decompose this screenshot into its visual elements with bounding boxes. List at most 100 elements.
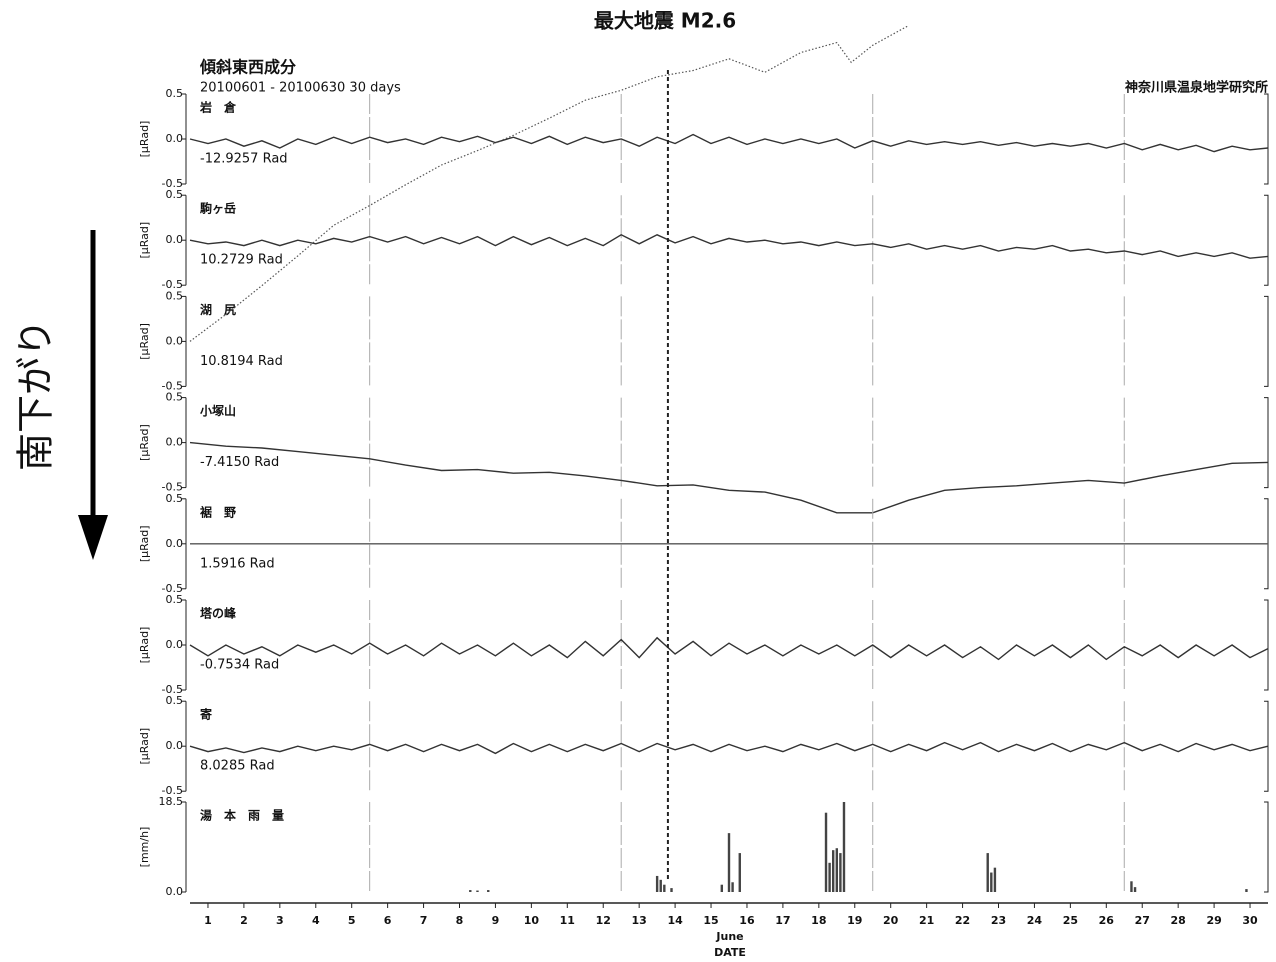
rain-bar: [842, 802, 846, 892]
x-tick-label: 2: [240, 914, 248, 927]
offset-label: 10.2729 Rad: [200, 253, 283, 268]
rain-bar: [476, 890, 479, 892]
tilt-line: [189, 24, 909, 342]
station-name: 塔の峰: [200, 606, 237, 621]
x-tick-label: 20: [883, 914, 899, 927]
y-tick-label: 0.0: [166, 885, 184, 898]
x-tick-label: 25: [1063, 914, 1078, 927]
offset-label: 10.8194 Rad: [200, 354, 283, 369]
y-tick-label: 0.5: [166, 492, 184, 505]
station-name: 寄: [200, 707, 212, 722]
y-tick-label: -0.5: [162, 177, 183, 190]
x-tick-label: 8: [456, 914, 464, 927]
x-tick-label: 9: [492, 914, 500, 927]
y-tick-label: -0.5: [162, 784, 183, 797]
y-axis-label: [μRad]: [138, 323, 151, 360]
x-tick-label: 5: [348, 914, 356, 927]
station-name: 裾 野: [200, 504, 236, 519]
y-tick-label: 0.5: [166, 289, 184, 302]
y-tick-label: -0.5: [162, 278, 183, 291]
tilt-line: [189, 441, 1269, 514]
y-axis-label: [μRad]: [138, 525, 151, 562]
y-tick-label: 0.0: [166, 436, 184, 449]
x-tick-label: 1: [204, 914, 212, 927]
y-tick-label: 0.5: [166, 87, 184, 100]
rain-bar: [986, 853, 989, 892]
y-tick-label: -0.5: [162, 481, 183, 494]
y-tick-label: 0.5: [166, 694, 184, 707]
rain-bar: [1245, 889, 1248, 892]
y-tick-label: 0.5: [166, 188, 184, 201]
right-bracket: [1264, 295, 1269, 387]
subtitle: 傾斜東西成分: [199, 58, 296, 77]
x-tick-label: 15: [703, 914, 718, 927]
x-tick-label: 10: [524, 914, 540, 927]
rain-bar: [469, 890, 472, 892]
x-tick-label: 19: [847, 914, 862, 927]
rain-bar: [839, 853, 842, 892]
tilt-line: [189, 741, 1269, 755]
x-tick-label: 3: [276, 914, 284, 927]
institute: 神奈川県温泉地学研究所: [1125, 80, 1268, 96]
chart-title: 最大地震 M2.6: [594, 9, 736, 33]
y-tick-label: -0.5: [162, 683, 183, 696]
arrow-head: [78, 515, 108, 560]
x-tick-label: 21: [919, 914, 934, 927]
y-axis-label: [μRad]: [138, 424, 151, 461]
annotation: 南下がり: [14, 319, 58, 471]
y-axis-label: [mm/h]: [138, 827, 151, 868]
x-tick-label: 29: [1206, 914, 1221, 927]
right-bracket: [1264, 397, 1269, 489]
y-axis-label: [μRad]: [138, 222, 151, 259]
y-axis-label: [μRad]: [138, 121, 151, 158]
y-tick-label: 0.0: [166, 537, 184, 550]
x-tick-label: 23: [991, 914, 1006, 927]
offset-label: 8.0285 Rad: [200, 759, 275, 774]
y-tick-label: 0.5: [166, 391, 184, 404]
rain-bar: [720, 884, 724, 892]
y-tick-label: 18.5: [159, 795, 184, 808]
y-tick-label: 0.0: [166, 233, 184, 246]
x-tick-label: 6: [384, 914, 392, 927]
x-tick-label: 12: [596, 914, 611, 927]
right-bracket: [1264, 93, 1269, 185]
x-tick-label: 18: [811, 914, 826, 927]
month-label: June: [715, 930, 743, 943]
y-axis-label: [μRad]: [138, 627, 151, 664]
period: 20100601 - 20100630 30 days: [200, 81, 401, 96]
rain-bar: [828, 862, 831, 892]
right-bracket: [1264, 801, 1269, 893]
offset-label: -12.9257 Rad: [200, 152, 288, 167]
offset-label: 1.5916 Rad: [200, 556, 275, 571]
x-tick-label: 16: [739, 914, 755, 927]
rain-bar: [670, 888, 673, 892]
right-bracket: [1264, 599, 1269, 691]
y-tick-label: 0.0: [166, 739, 184, 752]
y-tick-label: 0.0: [166, 132, 184, 145]
rain-bar: [1133, 887, 1137, 892]
y-tick-label: 0.5: [166, 593, 184, 606]
rain-bar: [487, 890, 490, 892]
station-name: 小塚山: [200, 403, 236, 418]
x-tick-label: 17: [775, 914, 790, 927]
y-tick-label: -0.5: [162, 582, 183, 595]
rain-bar: [655, 875, 659, 892]
x-tick-label: 4: [312, 914, 320, 927]
y-tick-label: 0.0: [166, 334, 184, 347]
x-tick-label: 22: [955, 914, 970, 927]
tilt-line: [189, 133, 1269, 153]
station-name: 駒ヶ岳: [200, 201, 236, 216]
rain-bar: [663, 884, 666, 892]
rain-bar: [1130, 881, 1133, 892]
rain-bar: [731, 882, 734, 892]
x-tick-label: 13: [632, 914, 647, 927]
rain-bar: [824, 812, 828, 892]
offset-label: -7.4150 Rad: [200, 455, 279, 470]
station-name: 湯 本 雨 量: [200, 808, 284, 823]
x-axis-label: DATE: [714, 946, 746, 959]
rain-bar: [835, 848, 838, 892]
y-tick-label: 0.0: [166, 638, 184, 651]
rain-bar: [832, 850, 835, 892]
rain-bar: [738, 853, 741, 892]
